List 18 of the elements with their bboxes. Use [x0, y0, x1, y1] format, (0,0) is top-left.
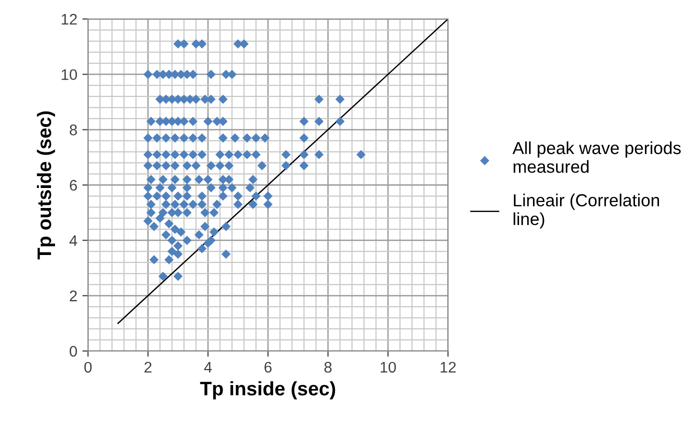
y-tick-label: 0	[70, 346, 77, 357]
y-tick-label: 12	[62, 14, 77, 25]
x-tick-label: 4	[204, 362, 212, 372]
x-tick-label: 10	[380, 362, 396, 373]
y-tick-label: 10	[62, 69, 77, 80]
x-axis-title: Tp inside (sec)	[200, 381, 336, 400]
y-tick-label: 2	[70, 290, 77, 302]
y-tick-label: 4	[69, 235, 78, 246]
legend-label: All peak wave periods measured	[512, 141, 681, 173]
y-axis-title: Tp outside (sec)	[36, 111, 56, 260]
x-tick-label: 12	[440, 362, 456, 372]
y-tick-label: 8	[70, 124, 77, 136]
y-tick-label: 6	[70, 180, 77, 191]
legend-label: Lineair (Correlation line)	[514, 194, 659, 229]
x-tick-label: 6	[264, 362, 272, 373]
x-tick-label: 8	[324, 362, 332, 373]
x-tick-label: 2	[144, 362, 152, 372]
x-tick-label: 0	[84, 362, 92, 373]
